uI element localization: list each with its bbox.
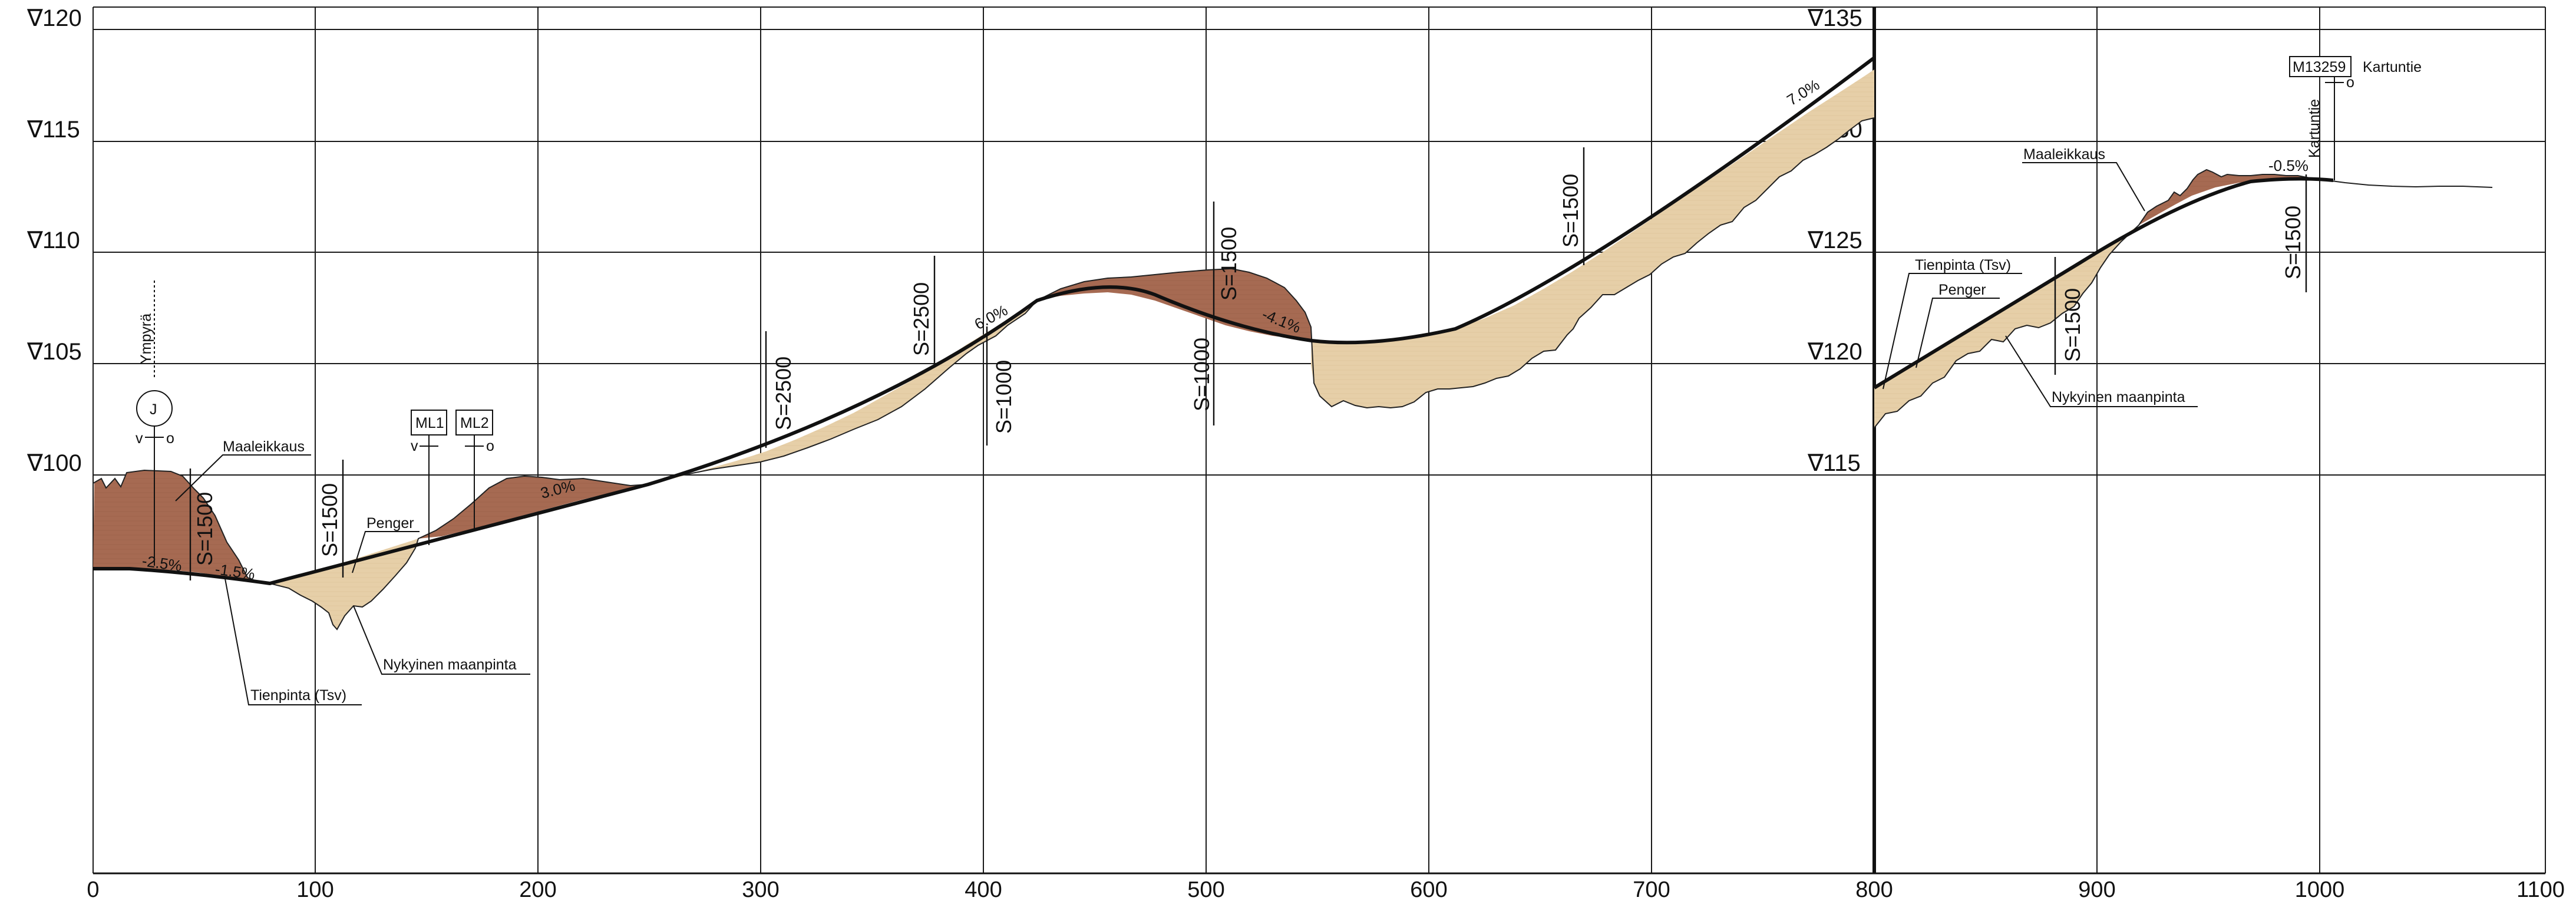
- curve-radius-label: S=1500: [193, 492, 217, 566]
- cut-area: [418, 476, 648, 539]
- x-tick: 500: [1187, 877, 1224, 902]
- right-earthwork-areas: [1874, 170, 2327, 428]
- fill-area: [270, 539, 418, 629]
- fill-label: Penger: [1938, 282, 1986, 298]
- cut-label: Maaleikkaus: [223, 438, 305, 455]
- road-surface-line: [1873, 177, 2334, 390]
- elevation-value: 120: [1823, 339, 1862, 365]
- grade-label: -0.5%: [2268, 157, 2309, 174]
- elevation-value: 115: [1823, 450, 1861, 476]
- o-label: o: [486, 438, 494, 454]
- x-axis-ticks: 0 100 200 300 400 500 600 700 800 900 10…: [87, 877, 2564, 902]
- fill-label: Penger: [366, 515, 414, 532]
- curve-radius-label: S=1500: [318, 483, 342, 557]
- x-tick: 200: [519, 877, 556, 902]
- elevation-label: ∇ 115: [1807, 450, 1861, 476]
- elevation-label: ∇ 105: [27, 339, 82, 365]
- elevation-marker: ∇: [27, 450, 43, 476]
- existing-ground-line: [93, 117, 1875, 631]
- elevation-marker: ∇: [27, 5, 43, 31]
- left-annotations: Ympyrä J v o Maaleikkaus ML1 v ML2 o Pen…: [136, 281, 530, 705]
- x-tick: 400: [965, 877, 1002, 902]
- x-tick: 700: [1633, 877, 1670, 902]
- ml1-box: [411, 410, 447, 435]
- vertical-curve-markers-left: S=1500 S=1500 S=2500 S=2500 S=1000 S=100…: [189, 147, 1585, 580]
- crossing-road-id: M13259: [2293, 59, 2346, 75]
- ml1-label: ML1: [415, 415, 444, 431]
- crossing-road-name: Kartuntie: [2363, 59, 2422, 75]
- fill-area: [1311, 70, 1874, 408]
- road-label: Tienpinta (Tsv): [250, 687, 346, 704]
- grid-vertical-lines: [93, 7, 2546, 873]
- ground-label: Nykyinen maanpinta: [383, 656, 517, 673]
- elevation-value: 105: [42, 339, 82, 365]
- elevation-marker: ∇: [27, 117, 43, 143]
- elevation-label: ∇ 100: [27, 450, 82, 476]
- elevation-label: ∇ 120: [1807, 339, 1862, 365]
- x-tick: 300: [742, 877, 779, 902]
- curve-radius-label: S=2500: [771, 357, 795, 430]
- ground-label: Nykyinen maanpinta: [2052, 389, 2185, 405]
- curve-radius-label: S=1500: [1558, 174, 1583, 248]
- elevation-marker: ∇: [1807, 227, 1824, 253]
- elevation-marker: ∇: [1807, 5, 1824, 31]
- x-tick: 100: [296, 877, 333, 902]
- x-tick: 600: [1410, 877, 1447, 902]
- elevation-label: ∇ 110: [27, 227, 80, 253]
- x-tick: 0: [87, 877, 99, 902]
- cut-area: [93, 470, 270, 583]
- elevation-value: 135: [1823, 5, 1862, 31]
- x-tick: 800: [1855, 877, 1893, 902]
- curve-radius-label: S=1000: [1190, 338, 1214, 411]
- fill-area: [1874, 225, 2139, 428]
- elevation-label: ∇ 125: [1807, 227, 1862, 253]
- grid: [93, 6, 2546, 875]
- o-label: o: [166, 430, 174, 447]
- curve-radius-label: S=1500: [2281, 206, 2305, 279]
- x-tick: 1100: [2516, 877, 2565, 902]
- right-annotations: M13259 Kartuntie o Kartuntie Maaleikkaus…: [1883, 56, 2422, 407]
- vertical-curve-markers-right: S=1500 S=1500: [2054, 174, 2307, 375]
- v-label: v: [136, 430, 143, 447]
- elevation-marker: ∇: [1807, 450, 1824, 476]
- road-label: Tienpinta (Tsv): [1915, 257, 2011, 273]
- elevation-marker: ∇: [27, 227, 43, 253]
- elevation-value: 125: [1823, 227, 1862, 253]
- o-label: o: [2346, 74, 2354, 91]
- elevation-value: 115: [42, 117, 80, 143]
- crossing-road-id-box: [2289, 56, 2352, 77]
- elevation-value: 110: [42, 227, 80, 253]
- elevation-label: ∇ 120: [27, 5, 82, 31]
- elevation-marker: ∇: [1807, 339, 1824, 365]
- grade-label: -1.5%: [214, 560, 256, 583]
- elevation-label: ∇ 115: [27, 117, 80, 143]
- crossing-road-vertical-label: Kartuntie: [2306, 99, 2323, 158]
- elevation-value: 120: [42, 5, 82, 31]
- v-label: v: [411, 438, 418, 454]
- curve-radius-label: S=1500: [2060, 288, 2085, 362]
- curve-radius-label: S=2500: [909, 282, 933, 356]
- grade-label: 7.0%: [1784, 75, 1822, 109]
- ml2-label: ML2: [460, 415, 489, 431]
- curve-radius-label: S=1000: [992, 360, 1016, 434]
- junction-symbol-label: J: [150, 401, 157, 418]
- junction-type-label: Ympyrä: [138, 314, 154, 364]
- curve-radius-label: S=1500: [1217, 227, 1241, 301]
- cut-area: [2139, 170, 2327, 225]
- road-surface-line: [93, 56, 1875, 585]
- cut-label: Maaleikkaus: [2023, 146, 2105, 163]
- elevation-marker: ∇: [27, 339, 43, 365]
- elevation-labels-left: ∇ 120 ∇ 115 ∇ 110 ∇ 105 ∇ 100: [27, 5, 82, 476]
- x-tick: 900: [2078, 877, 2115, 902]
- elevation-value: 100: [42, 450, 82, 476]
- x-tick: 1000: [2295, 877, 2345, 902]
- elevation-label: ∇ 135: [1807, 5, 1862, 31]
- elevation-labels-right: ∇ 135 ∇ 130 ∇ 125 ∇ 120 ∇ 115: [1807, 5, 1862, 476]
